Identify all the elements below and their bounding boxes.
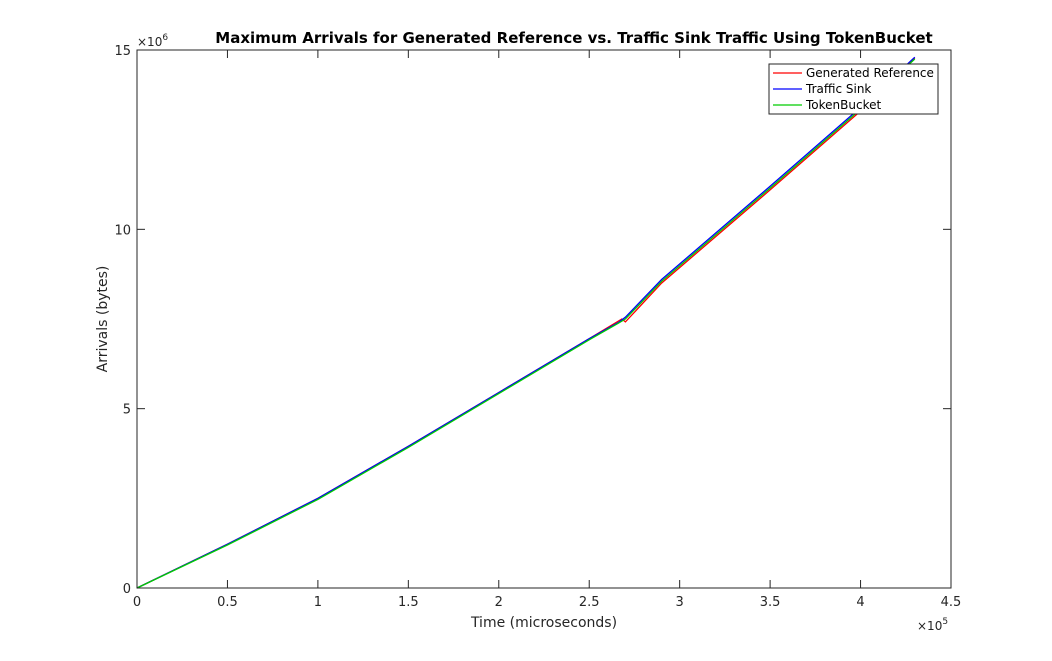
ticks-group: 0 0.5 1 1.5 2 2.5 3 3.5 4 4.5 0 5 10 15 [114, 44, 961, 610]
x-tick-label: 2.5 [579, 595, 600, 610]
x-tick-label: 4 [856, 595, 864, 610]
x-tick-label: 3.5 [760, 595, 781, 610]
legend-label: Generated Reference [806, 66, 934, 80]
chart-title: Maximum Arrivals for Generated Reference… [215, 29, 932, 47]
y-tick-label: 5 [123, 403, 131, 418]
legend-label: Traffic Sink [805, 82, 871, 96]
y-tick-label: 10 [114, 223, 131, 238]
x-tick-label: 3 [676, 595, 684, 610]
series-line-2 [136, 56, 916, 589]
axes-group [136, 49, 952, 589]
x-exponent-base: ×10 [917, 619, 942, 633]
x-tick-label: 4.5 [941, 595, 962, 610]
plot-background [137, 50, 951, 588]
legend-label: TokenBucket [805, 98, 881, 112]
plot-area [137, 50, 951, 588]
y-axis-exponent: ×106 [137, 33, 168, 49]
y-exponent-power: 6 [162, 33, 168, 43]
axes-box [136, 49, 952, 589]
y-exponent-base: ×10 [137, 35, 162, 49]
x-tick-label: 0.5 [217, 595, 238, 610]
x-tick-label: 1.5 [398, 595, 419, 610]
legend: Generated Reference Traffic Sink TokenBuck… [768, 63, 939, 115]
x-axis-exponent: ×105 [917, 617, 948, 633]
y-axis-label: Arrivals (bytes) [95, 266, 111, 373]
x-axis-label: Time (microseconds) [470, 615, 617, 631]
x-exponent-power: 5 [942, 617, 948, 627]
x-tick-label: 2 [495, 595, 503, 610]
y-tick-label: 0 [123, 582, 131, 597]
series-line-3 [136, 58, 916, 589]
series-group [136, 56, 916, 589]
y-tick-label: 15 [114, 44, 131, 59]
x-tick-label: 1 [314, 595, 322, 610]
x-tick-label: 0 [133, 595, 141, 610]
